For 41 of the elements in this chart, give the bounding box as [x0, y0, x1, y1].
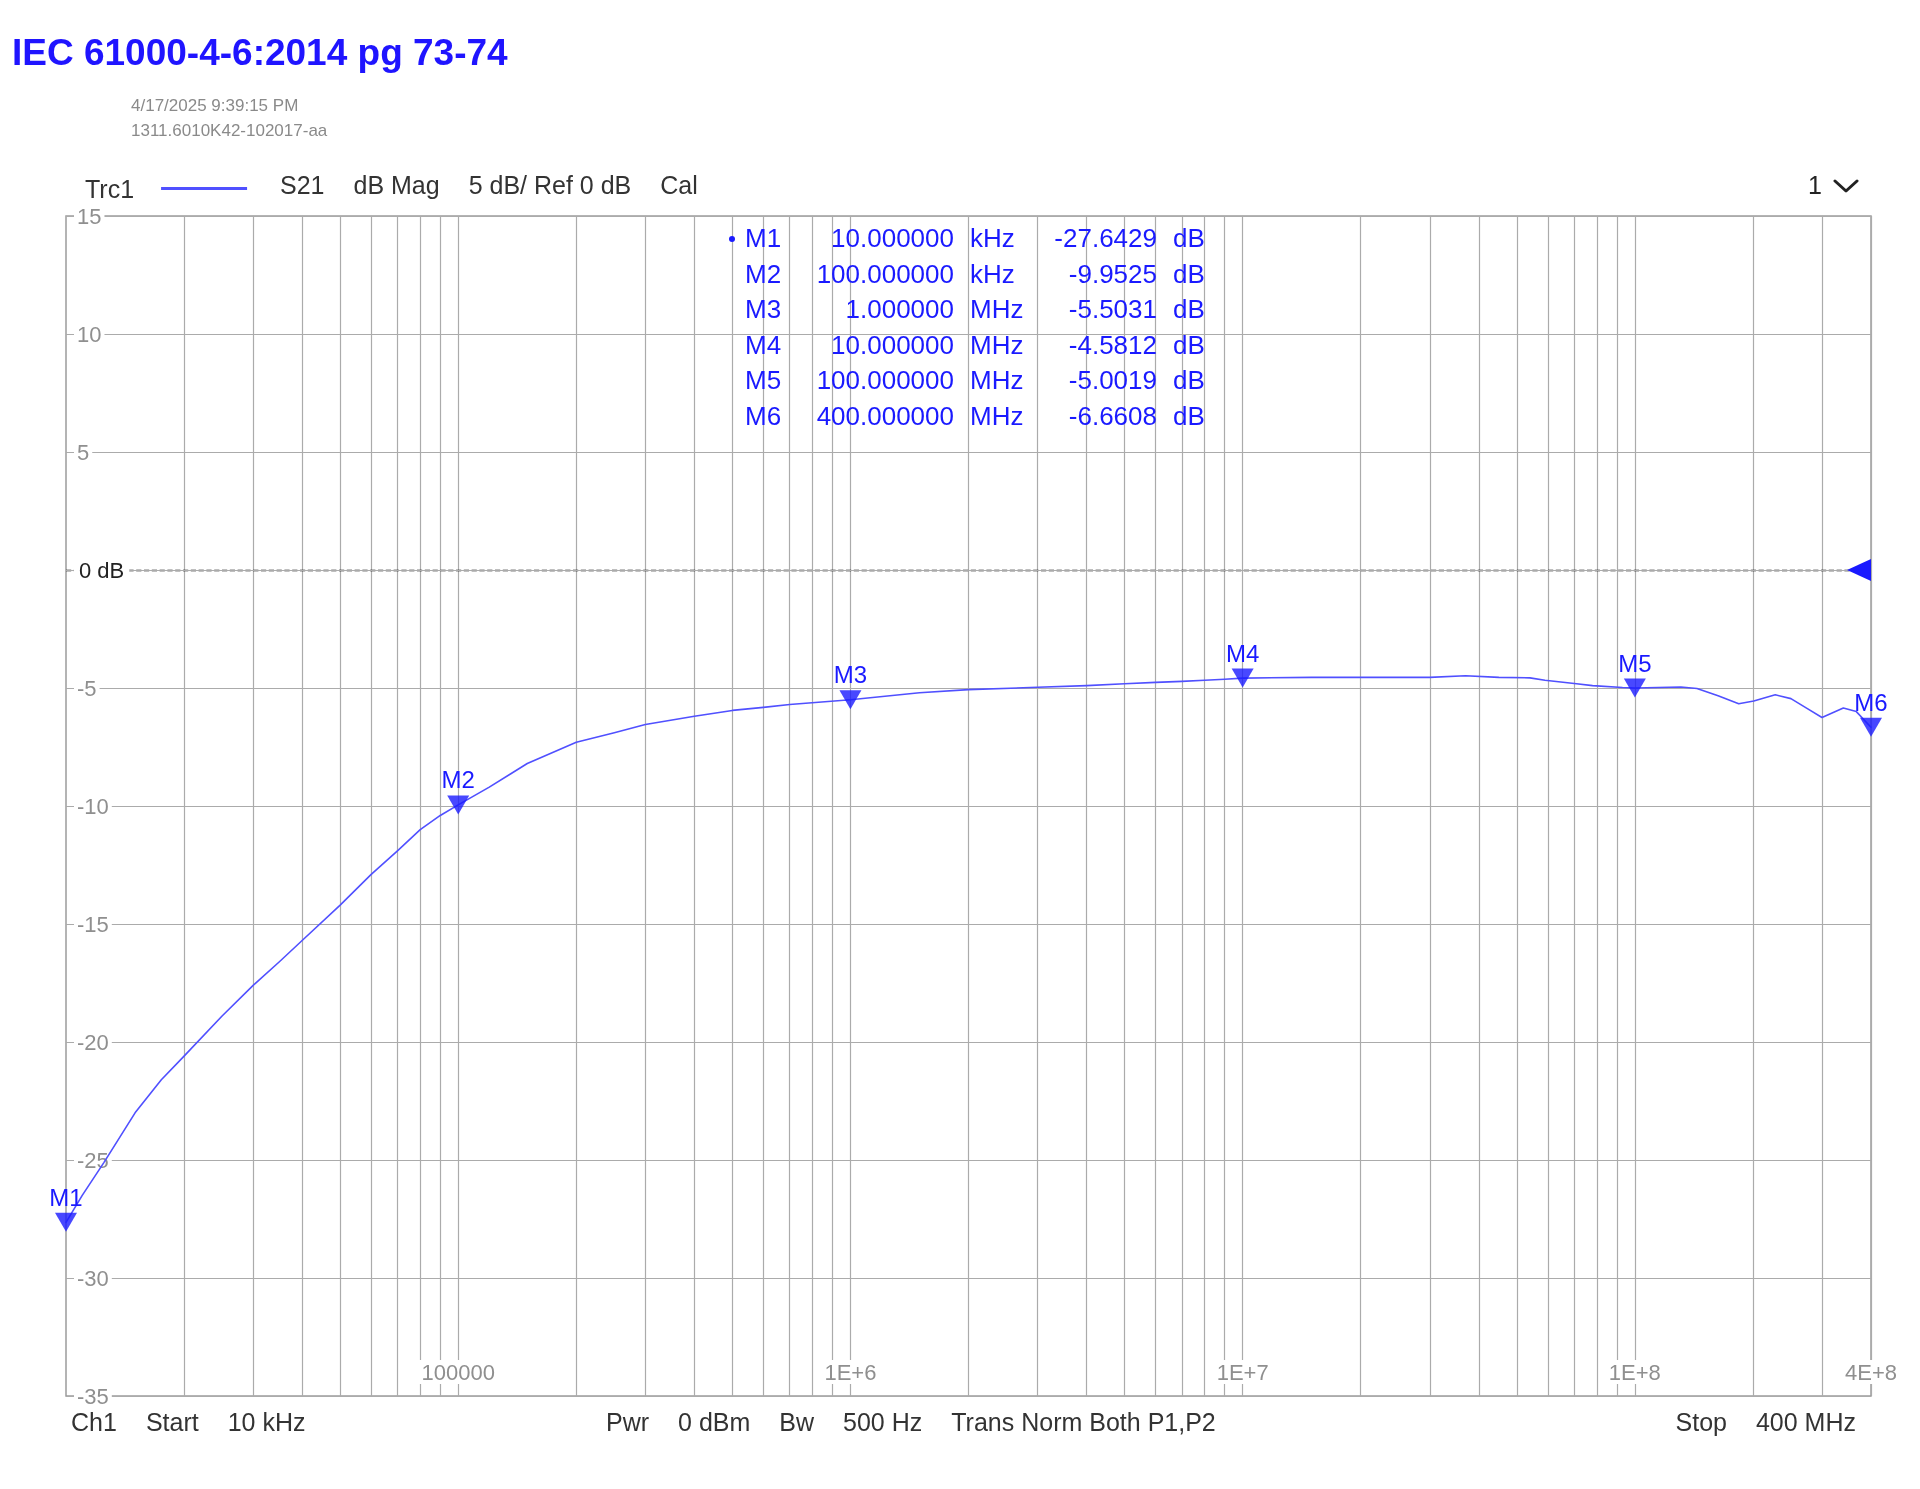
- chart-subtitle: S21 dB Mag 5 dB/ Ref 0 dB Cal: [280, 170, 698, 200]
- annotation: M2: [441, 766, 475, 794]
- y-tick-label: -30: [77, 1265, 109, 1291]
- annotation: M5: [1618, 649, 1652, 677]
- x-tick-label: 4E+8: [1845, 1359, 1897, 1385]
- text: M2 100.000000 kHz -9.9525 dB: [745, 258, 1205, 289]
- text: M4 10.000000 MHz -4.5812 dB: [745, 329, 1205, 360]
- annotation: M1: [49, 1183, 83, 1211]
- y-tick-label: 10: [77, 321, 102, 347]
- annotation: M3: [833, 661, 868, 689]
- y-tick-label: 15: [77, 203, 102, 229]
- text: M6 400.000000 MHz -6.6608 dB: [745, 400, 1205, 431]
- annotation: M4: [1225, 639, 1260, 667]
- point: [55, 1212, 77, 1232]
- text: M5 100.000000 MHz -5.0019 dB: [745, 365, 1205, 396]
- text: Stop 400 MHz: [1675, 1407, 1856, 1437]
- x-tick-label: 1E+6: [824, 1359, 877, 1385]
- x-tick-label: 1E+8: [1608, 1359, 1661, 1385]
- text: M1 10.000000 kHz -27.6429 dB: [745, 223, 1205, 254]
- y-tick-label: 0 dB: [79, 557, 125, 583]
- x-tick-label: 100000: [421, 1359, 495, 1385]
- text: 1311.6010K42-102017-aa: [131, 120, 328, 142]
- y-tick-label: -10: [77, 793, 109, 819]
- text: Pwr 0 dBm Bw 500 Hz Trans Norm Both P1,P2: [606, 1407, 1216, 1437]
- x-tick-label: 1E+7: [1216, 1359, 1269, 1385]
- text: Ch1 Start 10 kHz: [71, 1407, 306, 1437]
- text: 4/17/2025 9:39:15 PM: [131, 95, 299, 117]
- text: M3 1.000000 MHz -5.5031 dB: [745, 294, 1205, 325]
- chart-title: IEC 61000-4-6:2014 pg 73-74: [12, 31, 508, 75]
- point: [839, 690, 862, 710]
- point: [1623, 678, 1646, 698]
- point: [447, 795, 470, 815]
- annotation: M6: [1854, 688, 1888, 716]
- y-tick-label: -15: [77, 911, 109, 937]
- text: 1: [1808, 170, 1822, 200]
- y-tick-label: -5: [77, 675, 97, 701]
- y-tick-label: 5: [77, 439, 90, 465]
- y-tick-label: -20: [77, 1029, 109, 1055]
- point: [1231, 668, 1254, 688]
- y-tick-label: -35: [77, 1383, 109, 1409]
- legend-label: Trc1: [84, 174, 135, 203]
